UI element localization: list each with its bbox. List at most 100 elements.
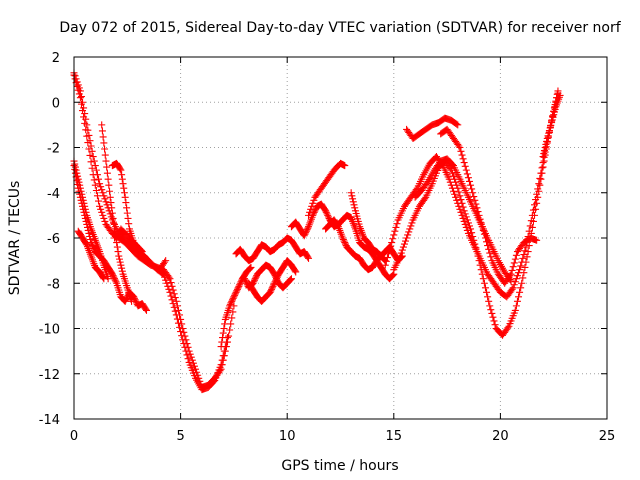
data-point-interp (534, 193, 542, 201)
data-point-interp (186, 350, 194, 358)
data-point-interp (340, 237, 348, 245)
data-point-interp (533, 199, 541, 207)
data-point-interp (515, 293, 523, 301)
data-point-interp (465, 177, 473, 185)
data-point-interp (226, 300, 234, 308)
data-point-interp (400, 240, 408, 248)
data-point-interp (475, 257, 483, 265)
data-point (83, 121, 91, 129)
data-point-interp (301, 230, 309, 238)
data-point (128, 297, 136, 305)
data-point-interp (468, 229, 476, 237)
data-point-interp (406, 225, 414, 233)
data-point (531, 211, 539, 219)
data-point (403, 234, 411, 242)
data-point (554, 87, 562, 95)
data-point-interp (88, 242, 96, 250)
data-point-interp (306, 208, 314, 216)
data-point-interp (471, 196, 479, 204)
data-point (100, 275, 108, 283)
data-point (292, 268, 300, 276)
data-point-interp (287, 275, 295, 283)
data-point-interp (460, 159, 468, 167)
data-point-interp (219, 329, 227, 337)
data-point-interp (124, 214, 132, 222)
data-point-interp (99, 274, 107, 282)
data-point-interp (412, 186, 420, 194)
data-point-interp (341, 239, 349, 247)
data-point-interp (508, 285, 516, 293)
data-point-interp (398, 246, 406, 254)
data-point-interp (488, 309, 496, 317)
data-point-interp (251, 276, 259, 284)
data-point-interp (142, 305, 150, 313)
data-point-interp (391, 227, 399, 235)
data-point (83, 220, 91, 228)
data-point (106, 193, 114, 201)
data-point (539, 153, 547, 161)
data-point-interp (174, 319, 182, 327)
data-point-interp (504, 324, 512, 332)
data-point-interp (459, 203, 467, 211)
data-point-interp (539, 163, 547, 171)
data-point (511, 306, 519, 314)
data-point-interp (90, 176, 98, 184)
data-point-interp (229, 308, 237, 316)
data-point-interp (541, 144, 549, 151)
data-point-interp (522, 258, 530, 266)
data-point-interp (405, 228, 413, 236)
data-point-interp (91, 181, 99, 189)
data-point-interp (459, 214, 467, 222)
data-point-interp (470, 193, 478, 201)
data-point-interp (169, 300, 177, 308)
data-point-interp (123, 204, 131, 212)
data-point (241, 275, 249, 283)
data-point-interp (490, 317, 498, 325)
data-point-interp (98, 186, 106, 194)
data-point-interp (174, 306, 182, 314)
data-point-interp (523, 253, 531, 261)
data-point-interp (233, 287, 241, 295)
data-point-interp (456, 192, 464, 200)
satellite-track-5 (74, 227, 108, 283)
data-point (516, 266, 524, 274)
data-point-interp (87, 158, 95, 166)
data-point-interp (323, 210, 331, 218)
data-point-interp (227, 320, 235, 328)
data-point-interp (393, 220, 401, 228)
data-point-interp (489, 313, 497, 321)
data-point-interp (457, 208, 465, 216)
data-point (226, 302, 234, 310)
data-point-interp (469, 232, 477, 240)
data-point-interp (273, 275, 281, 283)
data-point-interp (79, 98, 87, 106)
data-point-interp (397, 249, 405, 257)
data-point-interp (521, 247, 529, 255)
data-point (98, 121, 106, 129)
data-point-interp (81, 214, 89, 222)
data-point-interp (228, 296, 236, 304)
data-point-interp (92, 166, 100, 174)
data-point-interp (229, 294, 237, 302)
data-point-interp (176, 323, 184, 331)
data-point-interp (170, 303, 178, 311)
data-point-interp (98, 208, 106, 216)
data-point-interp (115, 255, 123, 263)
data-point (79, 202, 87, 210)
data-point-interp (231, 290, 239, 298)
data-point-interp (540, 147, 548, 155)
data-point-interp (384, 250, 392, 258)
data-point-interp (510, 281, 518, 289)
data-point-interp (77, 93, 85, 101)
data-point-interp (268, 284, 276, 292)
data-point-interp (519, 274, 527, 282)
data-point-interp (111, 275, 119, 283)
data-point-interp (73, 177, 81, 185)
data-point-interp (101, 145, 109, 153)
data-point-interp (519, 254, 527, 262)
data-point-interp (103, 169, 111, 177)
data-point-interp (324, 213, 332, 221)
satellite-track-12 (245, 257, 300, 305)
data-point-interp (536, 174, 544, 182)
data-point-interp (383, 254, 391, 262)
